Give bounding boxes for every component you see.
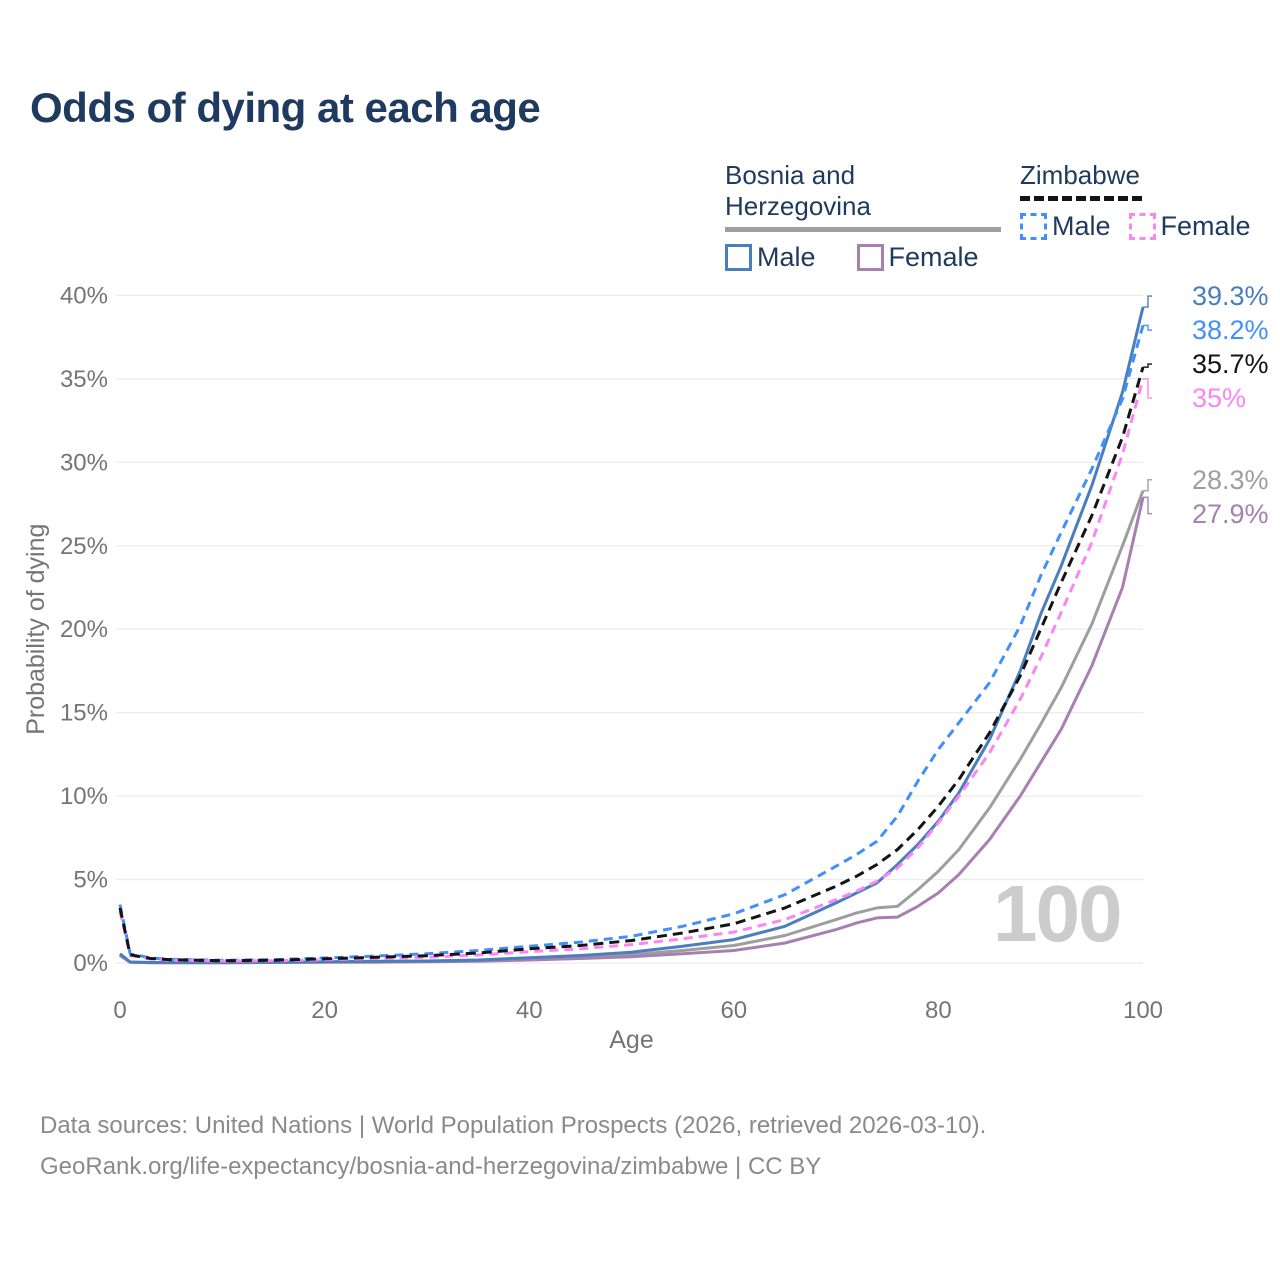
svg-text:40%: 40% (60, 282, 108, 309)
footer-attribution: GeoRank.org/life-expectancy/bosnia-and-h… (40, 1153, 822, 1180)
page-title: Odds of dying at each age (30, 84, 541, 131)
legend-label-zimbabwe-female: Female (1160, 211, 1251, 241)
legend-row-zimbabwe: Male Female (1020, 211, 1251, 242)
footer: Data sources: United Nations | World Pop… (40, 1105, 986, 1187)
legend-label-bosnia-male: Male (757, 242, 816, 272)
legend-country-zimbabwe: Zimbabwe (1020, 160, 1142, 201)
svg-text:25%: 25% (60, 533, 108, 560)
legend-label-bosnia-female: Female (888, 242, 979, 272)
legend-swatch-bosnia-female (856, 244, 884, 271)
age-watermark: 100 (993, 869, 1122, 958)
legend-group-zimbabwe: Zimbabwe Male Female (1020, 160, 1251, 273)
svg-text:30%: 30% (60, 449, 108, 476)
legend-country-bosnia: Bosnia and Herzegovina (725, 160, 1001, 232)
chart-legend: Bosnia and Herzegovina Male Female Zimba… (725, 160, 1251, 273)
legend-swatch-zimbabwe-female (1128, 213, 1156, 240)
svg-text:80: 80 (925, 997, 952, 1024)
svg-text:35%: 35% (60, 366, 108, 393)
legend-group-bosnia: Bosnia and Herzegovina Male Female (725, 160, 1001, 273)
legend-swatch-zimbabwe-male (1020, 213, 1047, 240)
svg-text:Age: Age (609, 1026, 653, 1054)
svg-text:20%: 20% (60, 616, 108, 643)
svg-text:Probability of dying: Probability of dying (22, 524, 50, 735)
svg-text:100: 100 (1123, 997, 1163, 1024)
svg-text:10%: 10% (60, 783, 108, 810)
svg-text:0: 0 (113, 997, 126, 1024)
legend-swatch-bosnia-male (725, 244, 752, 271)
svg-text:60: 60 (720, 997, 747, 1024)
svg-text:15%: 15% (60, 700, 108, 727)
svg-text:0%: 0% (73, 950, 108, 977)
legend-label-zimbabwe-male: Male (1052, 211, 1111, 241)
svg-text:5%: 5% (73, 867, 108, 894)
footer-data-sources: Data sources: United Nations | World Pop… (40, 1112, 987, 1139)
legend-row-bosnia: Male Female (725, 242, 1001, 273)
svg-text:20: 20 (311, 997, 338, 1024)
svg-text:40: 40 (516, 997, 543, 1024)
